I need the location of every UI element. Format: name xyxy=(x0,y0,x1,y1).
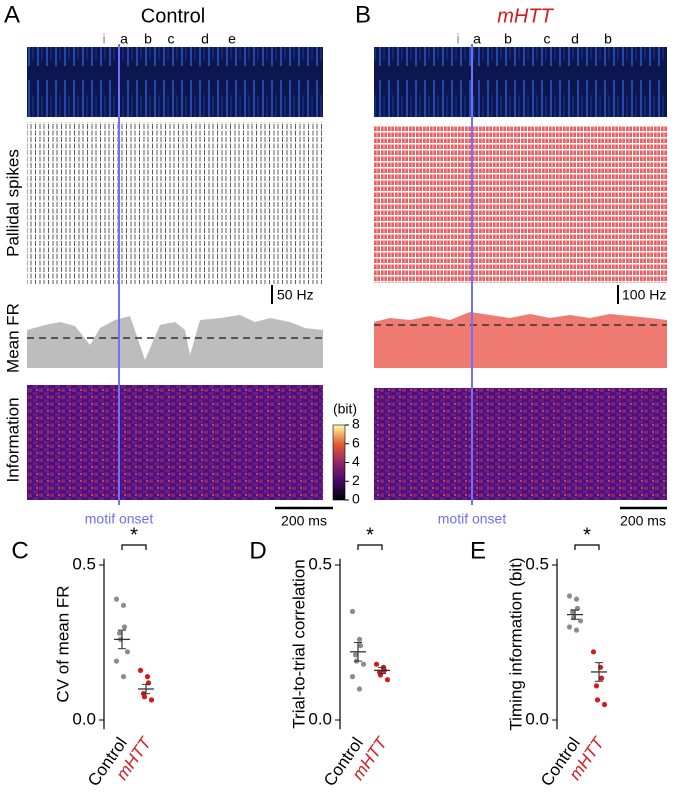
data-point xyxy=(356,686,363,692)
data-point xyxy=(573,596,580,602)
data-point xyxy=(352,652,359,658)
syllable-label: d xyxy=(571,31,579,47)
data-point xyxy=(360,661,367,667)
data-point xyxy=(141,694,148,700)
colorbar-tick-label: 4 xyxy=(352,453,360,469)
syllable-label: i xyxy=(456,31,459,47)
significance-label: * xyxy=(583,524,591,546)
panel-title: mHTT xyxy=(497,5,554,27)
y-label: Information xyxy=(3,397,22,482)
data-point xyxy=(357,643,364,649)
information-heatmap xyxy=(27,385,323,500)
syllable-label: a xyxy=(120,31,128,47)
panel-letter: B xyxy=(355,1,371,28)
scale-label: 50 Hz xyxy=(277,287,314,303)
data-point xyxy=(566,624,573,630)
syllable-label: b xyxy=(144,31,152,47)
significance-bracket xyxy=(121,544,147,550)
significance-label: * xyxy=(130,524,138,546)
onset-label: motif onset xyxy=(438,511,507,527)
data-point xyxy=(124,649,131,655)
data-point xyxy=(120,602,127,608)
data-point xyxy=(601,701,608,708)
y-label: Timing information (bit) xyxy=(506,557,525,730)
y-label: CV of mean FR xyxy=(53,585,72,702)
colorbar-tick-label: 8 xyxy=(352,416,360,432)
panel-letter: A xyxy=(4,1,20,28)
scale-label: 200 ms xyxy=(620,513,666,529)
panel-letter: D xyxy=(249,537,266,564)
data-point xyxy=(121,624,128,630)
data-point xyxy=(116,630,123,636)
y-label: Trial-to-trial correlation xyxy=(289,559,308,728)
spike-raster xyxy=(374,125,667,283)
spectrogram xyxy=(27,47,323,117)
data-point xyxy=(356,636,363,643)
syllable-label: i xyxy=(102,31,105,47)
panel-letter: E xyxy=(470,537,486,564)
data-point xyxy=(384,677,391,683)
colorbar-tick-label: 6 xyxy=(352,434,360,450)
significance-label: * xyxy=(366,524,374,546)
colorbar-tick-label: 2 xyxy=(352,472,360,488)
significance-bracket xyxy=(357,544,383,550)
information-heatmap xyxy=(374,388,667,500)
data-point xyxy=(590,649,597,655)
syllable-label: b xyxy=(604,31,612,47)
data-point xyxy=(566,593,573,599)
data-point xyxy=(593,683,600,689)
y-tick-label: 0.0 xyxy=(525,709,549,728)
data-point xyxy=(349,674,356,680)
data-point xyxy=(120,674,127,680)
y-tick-label: 0.0 xyxy=(308,709,332,728)
spectrogram xyxy=(374,47,667,117)
syllable-label: b xyxy=(504,31,512,47)
data-point xyxy=(573,627,580,633)
colorbar-tick-label: 0 xyxy=(352,491,360,507)
data-point xyxy=(594,697,601,703)
y-tick-label: 0.5 xyxy=(525,554,549,573)
y-label: Mean FR xyxy=(3,303,22,373)
scale-label: 100 Hz xyxy=(622,287,666,303)
y-label: Pallidal spikes xyxy=(3,149,22,257)
data-point xyxy=(598,675,605,681)
scale-label: 200 ms xyxy=(281,513,327,529)
data-point xyxy=(137,667,144,674)
colorbar xyxy=(332,424,346,501)
mean-fr-trace xyxy=(374,312,667,368)
data-point xyxy=(349,608,356,615)
data-point xyxy=(577,618,584,624)
y-tick-label: 0.0 xyxy=(72,709,96,728)
syllable-label: c xyxy=(544,31,551,47)
panel-letter: C xyxy=(11,537,28,564)
onset-label: motif onset xyxy=(85,511,154,527)
data-point xyxy=(144,674,151,680)
syllable-label: e xyxy=(228,31,236,47)
colorbar-ticks: 0 2 4 6 8 xyxy=(345,416,360,507)
syllable-label: d xyxy=(201,31,209,47)
data-point xyxy=(148,697,155,703)
syllable-label: a xyxy=(473,31,481,47)
y-tick-label: 0.5 xyxy=(308,554,332,573)
spike-raster xyxy=(27,122,323,284)
y-tick-label: 0.5 xyxy=(72,554,96,573)
mean-fr-trace xyxy=(27,315,323,368)
data-point xyxy=(373,661,380,667)
panel-title: Control xyxy=(141,5,205,27)
significance-bracket xyxy=(574,544,600,550)
data-point xyxy=(113,596,120,602)
colorbar-label: (bit) xyxy=(333,401,357,417)
data-point xyxy=(113,658,120,664)
syllable-label: c xyxy=(168,31,175,47)
